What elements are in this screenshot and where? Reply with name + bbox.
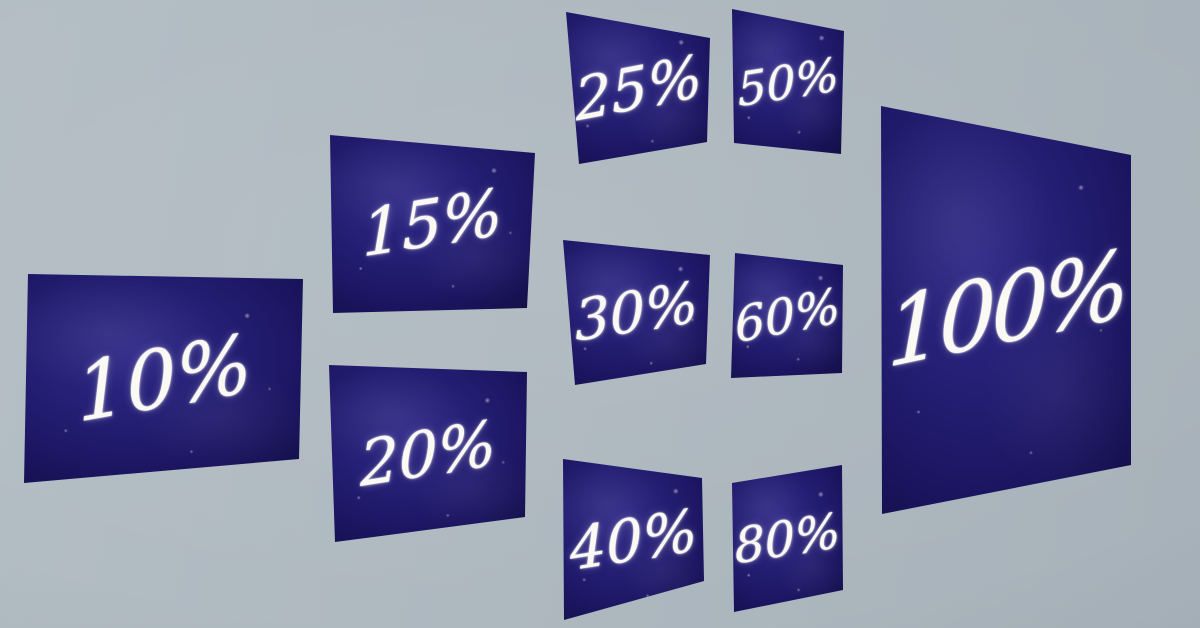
percent-label-15: 15% [361, 175, 504, 273]
percent-label-40: 40% [568, 495, 699, 584]
percent-label-50: 50% [736, 46, 840, 117]
chalkboard-panel-30: 30% [563, 240, 710, 385]
chalkboard-panel-60: 60% [731, 253, 843, 378]
chalkboard-panel-100: 100% [881, 106, 1131, 514]
percent-label-20: 20% [359, 405, 497, 501]
percent-label-30: 30% [573, 269, 700, 355]
percent-label-80: 80% [733, 502, 842, 575]
chalkboard-panel-15: 15% [330, 135, 535, 313]
chalkboard-panel-50: 50% [732, 9, 844, 154]
chalkboard-panel-10: 10% [24, 274, 303, 483]
chalkboard-panel-25: 25% [566, 12, 710, 164]
percent-label-10: 10% [72, 315, 255, 441]
chalkboard-panel-40: 40% [563, 459, 704, 620]
percent-label-60: 60% [732, 277, 842, 354]
percent-label-100: 100% [887, 229, 1125, 390]
chalkboard-panel-20: 20% [329, 365, 527, 542]
percent-label-25: 25% [572, 41, 704, 135]
chalkboard-panel-80: 80% [732, 465, 843, 612]
